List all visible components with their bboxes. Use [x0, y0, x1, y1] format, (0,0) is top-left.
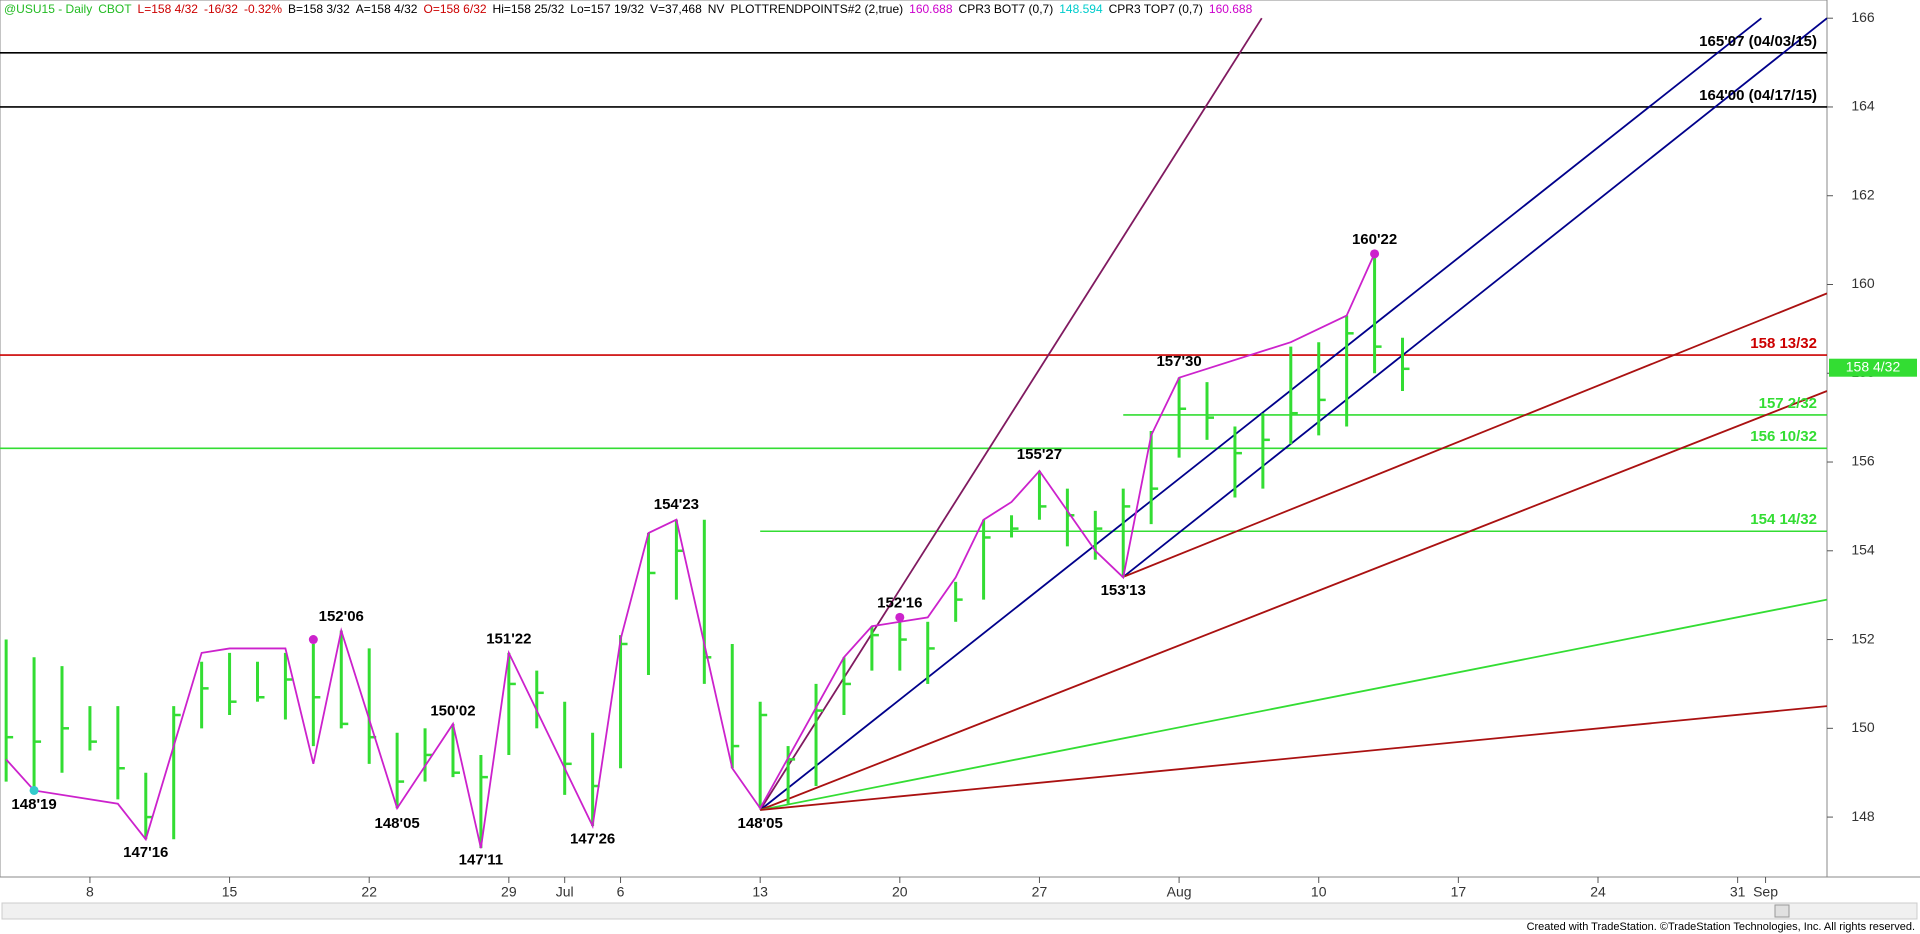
swing-label: 147'11: [459, 851, 503, 868]
header-item: NV: [707, 2, 725, 16]
y-tick-label: 154: [1851, 541, 1875, 557]
y-tick-label: 160: [1851, 275, 1875, 291]
x-tick-label: 20: [892, 884, 908, 900]
header-item: CBOT: [98, 2, 132, 16]
header-item: L=158 4/32: [137, 2, 198, 16]
swing-label: 150'02: [430, 703, 475, 720]
trend-line: [759, 390, 1827, 811]
header-item: 160.688: [909, 2, 953, 16]
x-tick-label: 27: [1032, 884, 1048, 900]
point-dot: [1370, 249, 1380, 259]
y-tick-label: 156: [1851, 453, 1875, 469]
plot-area: [0, 0, 1828, 878]
swing-label: 160'22: [1352, 231, 1397, 248]
header-item: O=158 6/32: [423, 2, 487, 16]
y-tick-label: 148: [1851, 808, 1875, 824]
x-tick-label: Sep: [1753, 884, 1778, 900]
level-label: 164'00 (04/17/15): [1699, 87, 1817, 104]
header-item: @USU15 - Daily: [4, 2, 93, 16]
header-item: Hi=158 25/32: [492, 2, 565, 16]
header-item: PLOTTRENDPOINTS#2 (2,true): [730, 2, 904, 16]
header-item: -16/32: [203, 2, 238, 16]
header-item: -0.32%: [243, 2, 283, 16]
y-tick-label: 162: [1851, 186, 1875, 202]
header-item: Lo=157 19/32: [570, 2, 645, 16]
level-label: 156 10/32: [1750, 428, 1817, 445]
swing-label: 153'13: [1101, 582, 1146, 599]
x-tick-label: 24: [1590, 884, 1606, 900]
point-dot: [308, 635, 318, 645]
scroll-thumb[interactable]: [1774, 904, 1790, 918]
swing-label: 152'16: [877, 594, 922, 611]
swing-label: 147'26: [570, 830, 615, 847]
swing-label: 155'27: [1017, 446, 1062, 463]
x-tick-label: Aug: [1167, 884, 1192, 900]
header-item: CPR3 TOP7 (0,7): [1108, 2, 1203, 16]
swing-label: 147'16: [123, 844, 168, 861]
swing-label: 157'30: [1156, 353, 1201, 370]
header-item: 148.594: [1059, 2, 1103, 16]
trend-line: [760, 598, 1827, 811]
swing-label: 152'06: [319, 608, 364, 625]
y-tick-label: 150: [1851, 719, 1875, 735]
header-item: B=158 3/32: [288, 2, 350, 16]
y-tick-label: 166: [1851, 9, 1875, 25]
trend-line: [1122, 17, 1827, 578]
header-item: A=158 4/32: [355, 2, 418, 16]
level-label: 154 14/32: [1750, 511, 1817, 528]
trend-line: [760, 705, 1827, 811]
y-tick-label: 164: [1851, 98, 1875, 114]
point-dot: [895, 612, 905, 622]
x-tick-label: 22: [361, 884, 377, 900]
x-tick-label: 10: [1311, 884, 1327, 900]
point-dot: [29, 785, 39, 795]
last-price-box: [1829, 358, 1917, 377]
x-tick-label: 31: [1730, 884, 1746, 900]
last-price-label: 158 4/32: [1846, 358, 1901, 374]
swing-label: 148'19: [11, 796, 56, 813]
x-tick-label: 13: [752, 884, 768, 900]
x-tick-label: Jul: [556, 884, 574, 900]
x-tick-label: 8: [86, 884, 94, 900]
swing-label: 148'05: [374, 815, 419, 832]
plot: [0, 17, 1827, 849]
level-label: 158 13/32: [1750, 335, 1817, 352]
x-tick-label: 6: [617, 884, 625, 900]
x-tick-label: 15: [222, 884, 238, 900]
swing-label: 151'22: [486, 630, 531, 647]
trend-line: [1122, 292, 1827, 578]
y-tick-label: 152: [1851, 630, 1875, 646]
x-tick-label: 17: [1451, 884, 1467, 900]
level-label: 165'07 (04/03/15): [1699, 33, 1817, 50]
swing-label: 154'23: [654, 496, 699, 513]
header: @USU15 - Daily CBOT L=158 4/32 -16/32 -0.32%…: [4, 2, 1258, 16]
level-label: 157 2/32: [1759, 395, 1817, 412]
header-item: 160.688: [1208, 2, 1253, 16]
scrollbar[interactable]: [1, 902, 1918, 920]
header-item: CPR3 BOT7 (0,7): [958, 2, 1054, 16]
x-tick-label: 29: [501, 884, 517, 900]
swing-line: [5, 253, 1376, 849]
footer: Created with TradeStation. ©TradeStation…: [1527, 921, 1915, 933]
header-item: V=37,468: [650, 2, 702, 16]
swing-label: 148'05: [738, 815, 783, 832]
